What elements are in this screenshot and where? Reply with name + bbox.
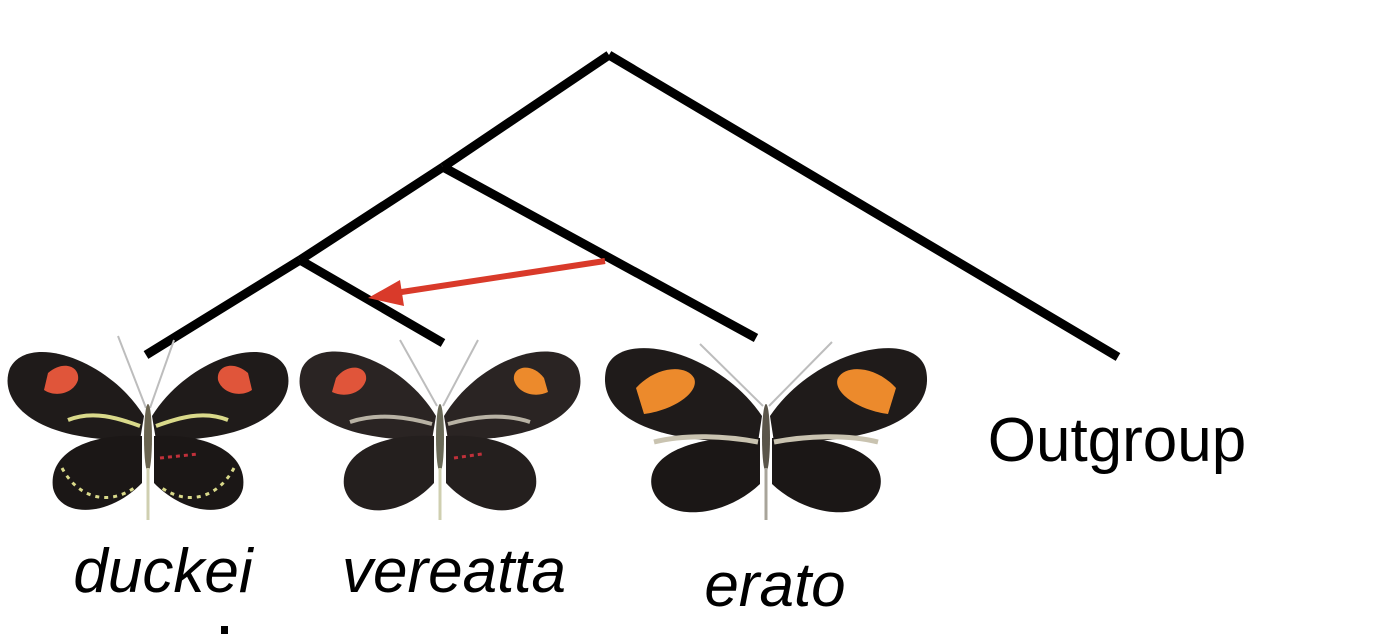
branch-pair-to-vereatta <box>297 256 446 347</box>
branch-pair-to-duckei <box>143 256 303 359</box>
label-outgroup: Outgroup <box>988 406 1247 475</box>
taxon-labels: duckei vereatta erato Outgroup <box>73 406 1246 620</box>
branch-root-to-outgroup <box>606 51 1121 361</box>
butterfly-erato <box>604 341 928 520</box>
branch-inner-to-pair <box>297 163 446 264</box>
introgression-arrow-head <box>368 280 404 306</box>
cropped-glyph <box>221 626 228 634</box>
introgression-arrow-shaft <box>394 258 606 296</box>
label-erato: erato <box>704 551 845 620</box>
branch-inner-to-erato <box>440 163 759 342</box>
butterfly-vereatta <box>299 339 581 520</box>
butterfly-duckei <box>7 335 289 520</box>
tree-branches <box>143 51 1121 361</box>
introgression-arrow <box>368 258 606 306</box>
branch-root-to-inner <box>440 51 612 171</box>
label-vereatta: vereatta <box>342 537 566 606</box>
label-duckei: duckei <box>73 537 254 606</box>
